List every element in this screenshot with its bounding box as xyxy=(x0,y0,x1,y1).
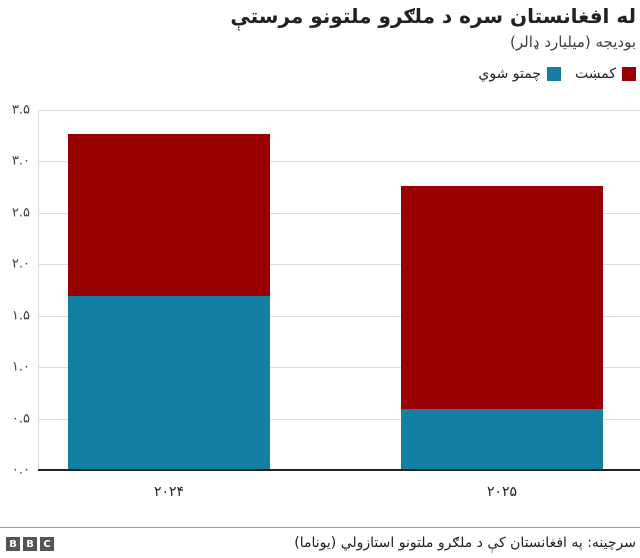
bbc-logo: B B C xyxy=(6,537,54,551)
bar-segment xyxy=(401,186,603,410)
bar-2024 xyxy=(68,133,270,470)
legend: کمښت چمتو شوي xyxy=(478,66,636,82)
gridline xyxy=(38,212,640,214)
gridline xyxy=(38,367,640,369)
x-axis-baseline xyxy=(38,469,640,471)
legend-label: چمتو شوي xyxy=(478,66,541,82)
gridline xyxy=(38,418,640,420)
legend-item-funded: چمتو شوي xyxy=(478,66,561,82)
bar-segment xyxy=(68,133,270,297)
y-tick-label: ۲.۵ xyxy=(11,205,30,221)
y-tick-label: ۰.۵ xyxy=(11,411,30,427)
bar-2025 xyxy=(401,186,603,470)
footer-divider xyxy=(0,527,640,528)
legend-swatch-shortfall xyxy=(622,67,636,81)
y-axis-line xyxy=(38,110,39,470)
gridline xyxy=(38,161,640,163)
chart-subtitle: بودیجه (میلیارد ډالر) xyxy=(510,33,636,51)
y-tick-label: ۱.۵ xyxy=(11,308,30,324)
gridline xyxy=(38,110,640,111)
plot-area: ۰.۰ ۰.۵ ۱.۰ ۱.۵ ۲.۰ ۲.۵ ۳.۰ ۳.۵ xyxy=(12,103,640,478)
y-tick-label: ۳.۵ xyxy=(11,102,30,118)
y-tick-label: ۳.۰ xyxy=(11,153,30,169)
y-tick-label: ۲.۰ xyxy=(11,256,30,272)
bar-segment xyxy=(401,409,603,470)
bar-segment xyxy=(68,296,270,470)
legend-label: کمښت xyxy=(575,66,616,82)
legend-item-shortfall: کمښت xyxy=(575,66,636,82)
legend-swatch-funded xyxy=(547,67,561,81)
gridline xyxy=(38,264,640,266)
y-tick-label: ۱.۰ xyxy=(11,359,30,375)
x-tick-label: ۲۰۲۴ xyxy=(153,484,185,500)
source-note: سرچینه: په افغانستان کې د ملګرو ملتونو ا… xyxy=(294,535,636,551)
chart-title: له افغانستان سره د ملګرو ملتونو مرستې xyxy=(230,4,636,28)
gridline xyxy=(38,315,640,317)
x-tick-label: ۲۰۲۵ xyxy=(486,484,518,500)
y-tick-label: ۰.۰ xyxy=(11,462,30,478)
